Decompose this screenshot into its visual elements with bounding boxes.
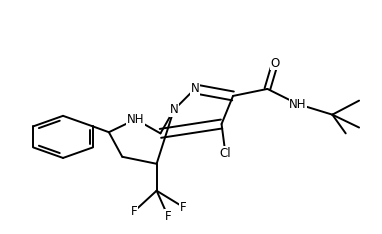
Text: F: F xyxy=(130,205,137,218)
Text: NH: NH xyxy=(289,98,307,111)
Text: N: N xyxy=(170,103,178,117)
Text: F: F xyxy=(180,201,187,214)
Text: NH: NH xyxy=(127,113,144,126)
Text: F: F xyxy=(165,210,172,223)
Text: Cl: Cl xyxy=(220,147,231,160)
Text: O: O xyxy=(270,57,280,70)
Text: N: N xyxy=(191,82,199,95)
